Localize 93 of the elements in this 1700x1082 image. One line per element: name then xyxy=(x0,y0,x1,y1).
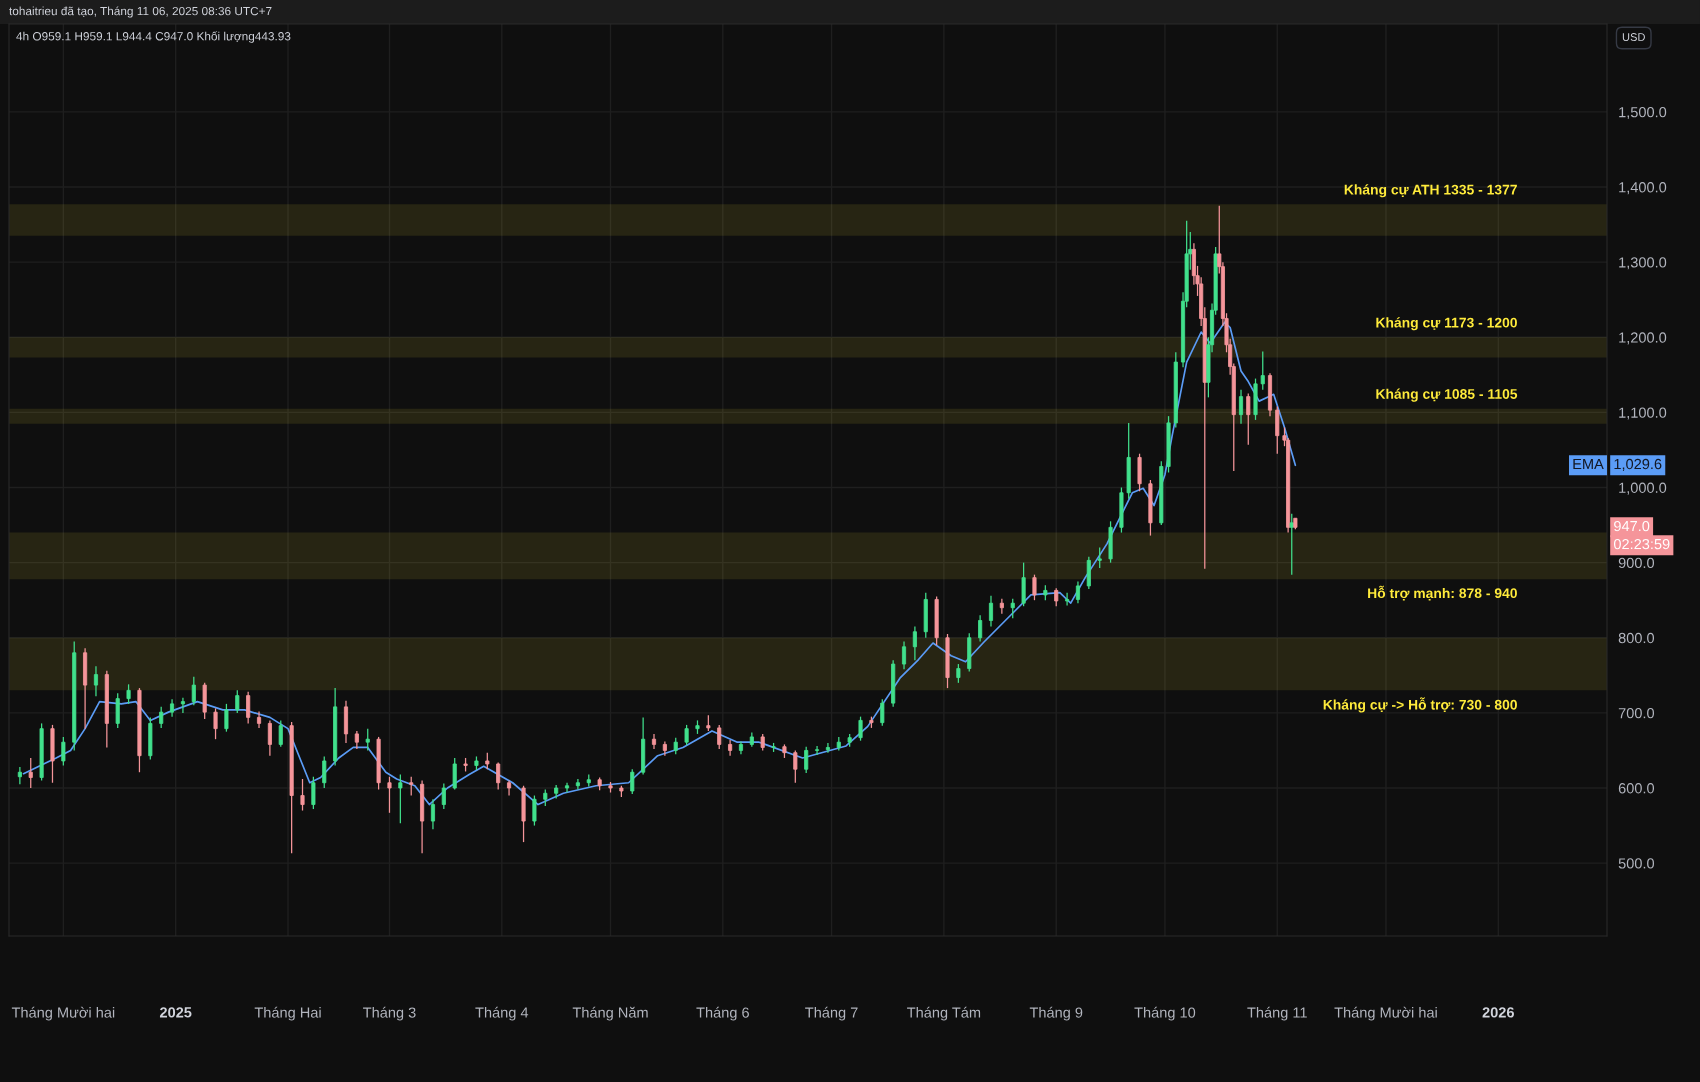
candlestick xyxy=(1065,592,1070,607)
candlestick xyxy=(300,778,305,812)
candlestick xyxy=(311,776,316,810)
candlestick xyxy=(564,782,570,794)
band-label: Kháng cự -> Hỗ trợ: 730 - 800 xyxy=(1323,697,1517,713)
x-tick-label: Tháng 9 xyxy=(1029,1006,1083,1021)
x-tick-label: Tháng 4 xyxy=(475,1006,529,1021)
candlestick xyxy=(441,782,446,810)
band-label: Hỗ trợ mạnh: 878 - 940 xyxy=(1368,585,1517,601)
x-tick-label: Tháng Hai xyxy=(254,1006,321,1021)
text: 4h O959.1 H959.1 L944.4 C947.0 Khối lượng443.93 xyxy=(16,31,291,43)
text: 02:23:59 xyxy=(1613,538,1670,550)
candlestick xyxy=(1010,598,1015,619)
candlestick xyxy=(191,676,196,706)
band-label: Kháng cự 1173 - 1200 xyxy=(1376,317,1517,331)
candlestick xyxy=(387,776,392,814)
y-tick-label: 1,100.0 xyxy=(1619,407,1667,420)
x-tick-label: Tháng 6 xyxy=(696,1006,749,1021)
candlestick xyxy=(235,689,240,714)
text: 947.0 xyxy=(1614,520,1650,532)
y-tick-label: 1,300.0 xyxy=(1619,257,1667,270)
candlestick xyxy=(956,663,961,684)
candlestick xyxy=(651,733,657,750)
x-tick-label: Tháng 10 xyxy=(1134,1006,1196,1021)
candlestick xyxy=(793,749,798,784)
candlestick xyxy=(532,794,537,827)
candlestick xyxy=(267,719,272,757)
candlestick xyxy=(256,710,262,729)
y-tick-label: 500.0 xyxy=(1618,858,1655,869)
y-tick-label: 600.0 xyxy=(1618,783,1655,794)
candlestick xyxy=(1032,574,1037,601)
candlestick xyxy=(901,640,907,670)
x-tick-label: Tháng 7 xyxy=(805,1006,858,1021)
candlestick xyxy=(880,698,885,727)
candlestick xyxy=(398,773,403,824)
candlestick xyxy=(630,768,635,795)
candlestick xyxy=(93,665,99,697)
band-label: Kháng cự 1085 - 1105 xyxy=(1376,388,1518,402)
candlestick xyxy=(717,724,722,750)
x-tick-label: Tháng Mười hai xyxy=(11,1006,115,1021)
y-tick-label: 800.0 xyxy=(1618,632,1655,644)
candlestick xyxy=(912,625,917,661)
candlestick xyxy=(988,595,994,628)
candlestick xyxy=(180,697,185,714)
candlestick xyxy=(1238,389,1244,425)
text: USD xyxy=(1622,33,1645,41)
y-tick-label: 1,000.0 xyxy=(1619,482,1667,495)
candlestick xyxy=(507,779,512,797)
candlestick xyxy=(825,742,830,754)
candlestick xyxy=(804,746,809,774)
legend-label: EMA xyxy=(1573,459,1604,470)
y-tick-label: 1,200.0 xyxy=(1619,332,1667,345)
candlestick xyxy=(159,706,164,729)
x-tick-label: 2025 xyxy=(159,1007,192,1018)
x-tick-label: Tháng Tám xyxy=(907,1006,981,1021)
candlestick xyxy=(246,691,251,725)
candlestick xyxy=(126,683,131,705)
candlestick xyxy=(684,724,689,746)
y-tick-label: 1,500.0 xyxy=(1619,107,1667,120)
band-label: Kháng cự ATH 1335 - 1377 xyxy=(1344,184,1517,198)
candlestick xyxy=(1246,392,1251,446)
x-tick-label: Tháng 11 xyxy=(1247,1006,1307,1021)
y-tick-label: 900.0 xyxy=(1618,557,1655,569)
candlestick xyxy=(409,776,414,797)
candlestick xyxy=(354,730,359,750)
text: 1,029.6 xyxy=(1614,458,1662,471)
candlestick xyxy=(815,745,820,756)
candlestick xyxy=(1097,546,1102,569)
candlestick xyxy=(1260,350,1265,391)
x-tick-label: Tháng Mười hai xyxy=(1334,1006,1437,1021)
candlestick xyxy=(61,736,66,767)
candlestick xyxy=(213,707,218,740)
candlestick xyxy=(322,755,327,789)
x-tick-label: 2026 xyxy=(1482,1007,1514,1018)
y-tick-label: 700.0 xyxy=(1618,707,1655,719)
candlestick xyxy=(575,778,580,791)
candlestick xyxy=(1075,580,1081,604)
candlestick xyxy=(728,739,733,757)
candlestick xyxy=(1054,587,1059,607)
y-tick-label: 1,400.0 xyxy=(1619,182,1667,195)
candlestick xyxy=(858,716,863,742)
candlestick xyxy=(278,719,283,748)
candlestick xyxy=(365,728,370,752)
candlestick xyxy=(999,598,1004,615)
x-tick-label: Tháng 3 xyxy=(363,1006,416,1021)
candlestick xyxy=(17,766,22,785)
candlestick xyxy=(978,614,983,643)
candlestick xyxy=(224,703,229,733)
candlestick xyxy=(28,757,33,789)
candlestick xyxy=(430,798,436,830)
text: tohaitrieu đã tạo, Tháng 11 06, 2025 08:36 UTC+7 xyxy=(9,6,272,18)
candlestick xyxy=(496,761,501,791)
x-tick-label: Tháng Năm xyxy=(572,1006,648,1021)
